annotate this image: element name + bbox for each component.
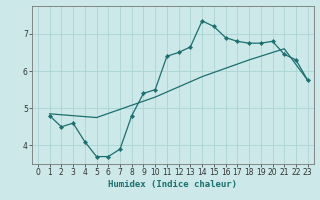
X-axis label: Humidex (Indice chaleur): Humidex (Indice chaleur) <box>108 180 237 189</box>
